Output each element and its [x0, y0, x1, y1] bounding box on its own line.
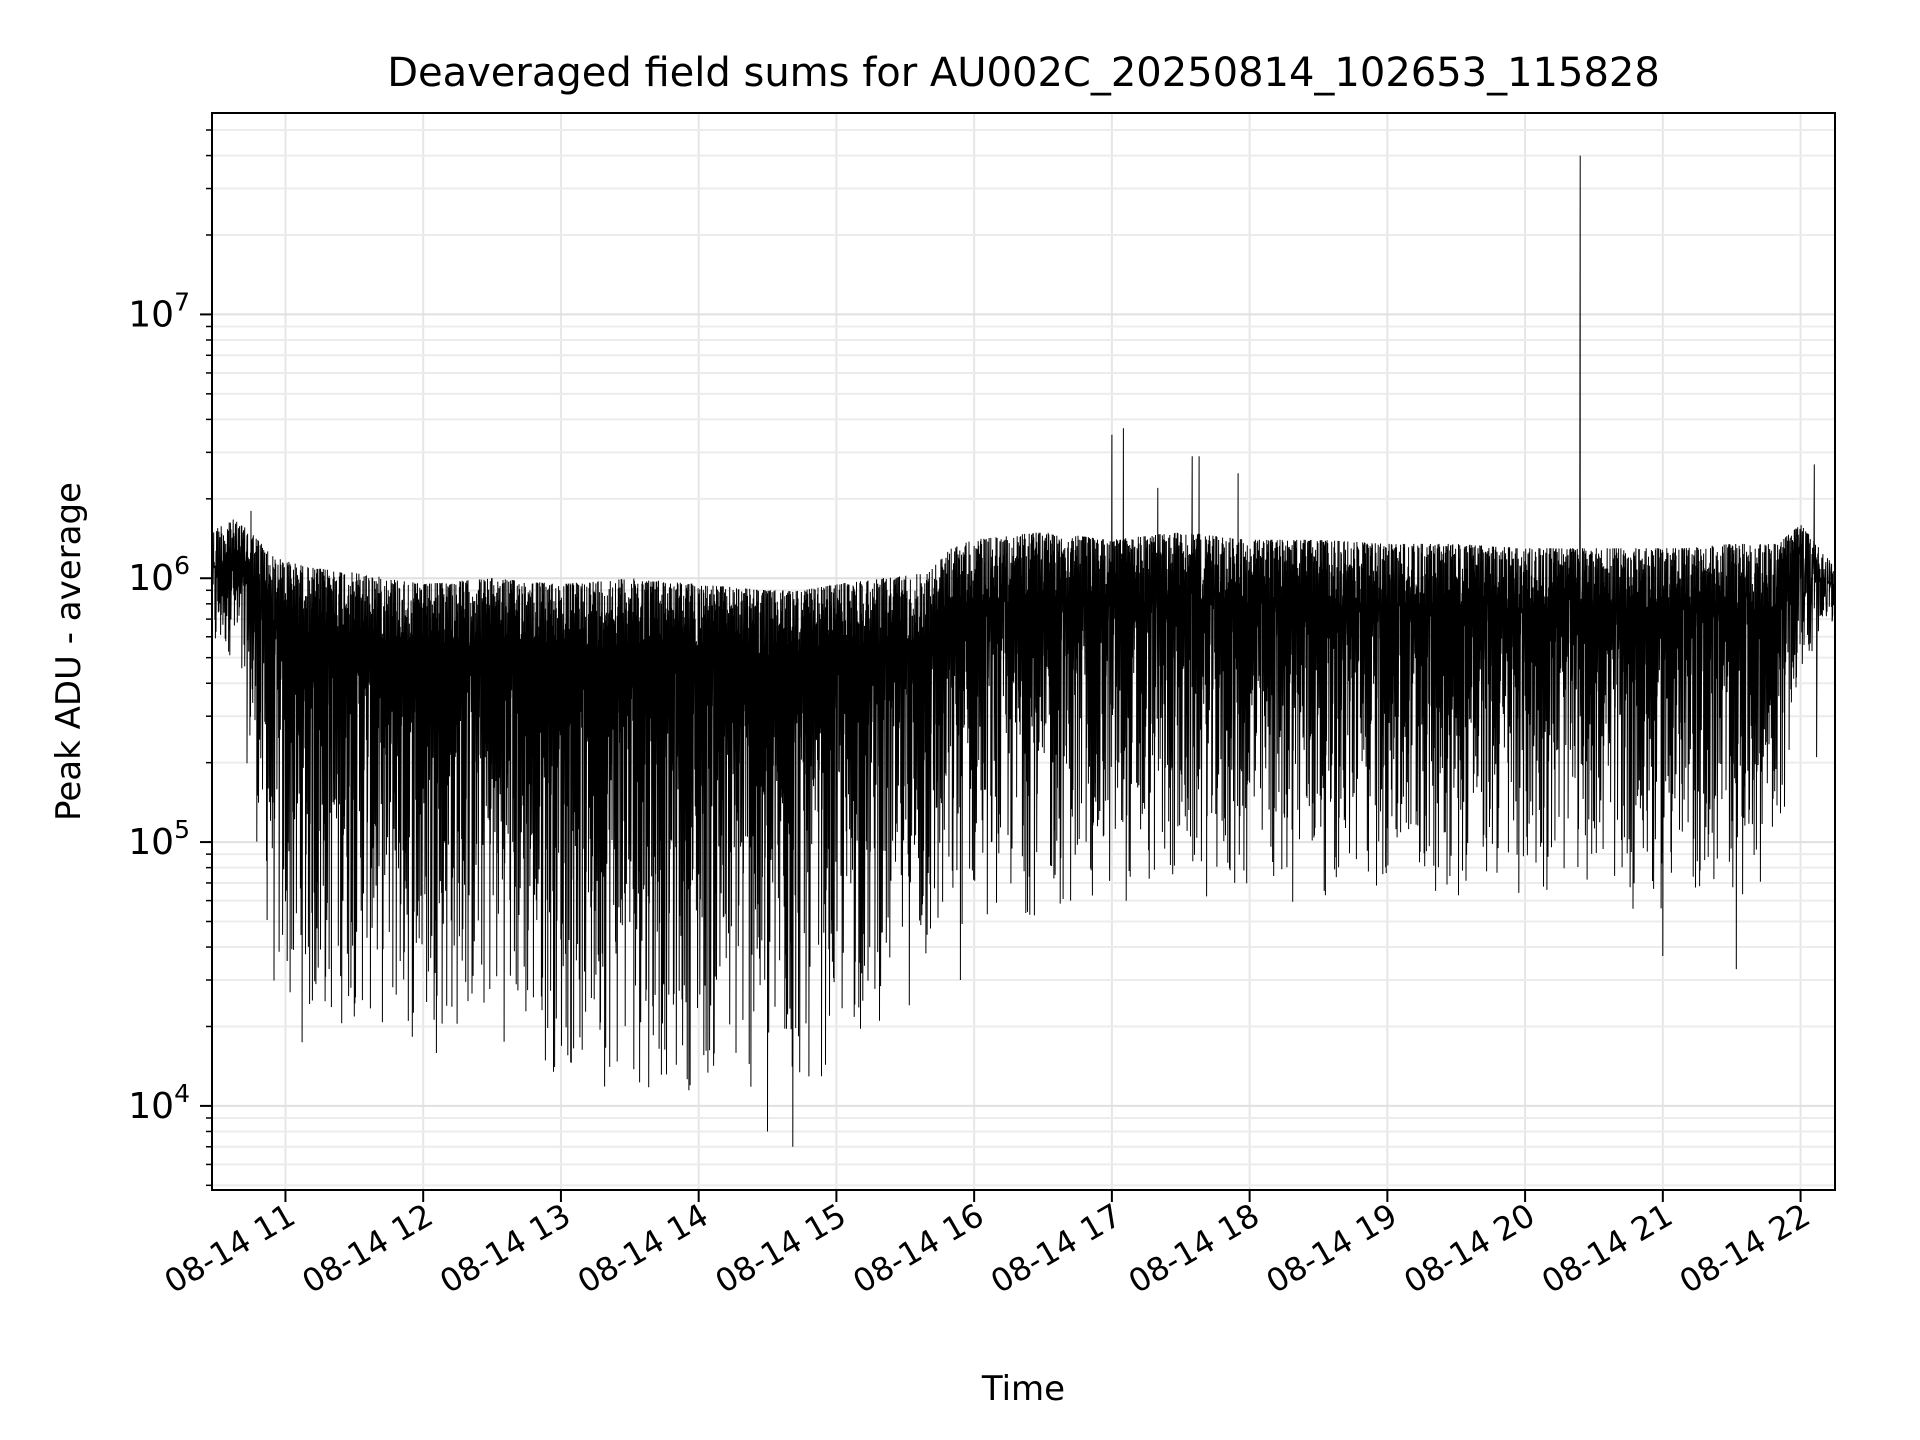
y-tick-label: 104: [128, 1079, 190, 1127]
plot-frame: [211, 112, 1836, 1191]
y-tick-base: 10: [128, 1086, 174, 1127]
x-axis-label: Time: [981, 1369, 1065, 1409]
y-tick-exponent: 6: [174, 551, 190, 580]
y-tick-base: 10: [128, 558, 174, 599]
y-tick-exponent: 5: [174, 815, 190, 844]
y-tick-exponent: 4: [174, 1079, 190, 1108]
chart-title: Deaveraged field sums for AU002C_2025081…: [387, 50, 1660, 96]
y-axis-label: Peak ADU - average: [49, 482, 89, 821]
y-tick-label: 107: [128, 287, 190, 335]
y-tick-base: 10: [128, 294, 174, 335]
y-tick-label: 106: [128, 551, 190, 599]
series-line: [211, 155, 1836, 1147]
y-tick-label: 105: [128, 815, 190, 863]
y-tick-base: 10: [128, 822, 174, 863]
y-tick-exponent: 7: [174, 287, 190, 316]
